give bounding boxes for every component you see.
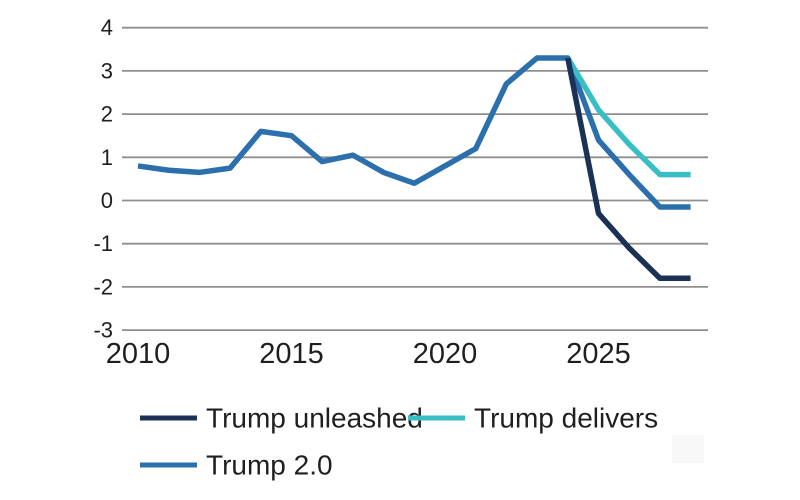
legend-label-trump-2-0: Trump 2.0: [206, 450, 333, 481]
y-tick-label: -3: [93, 318, 113, 343]
y-axis-labels: 4 3 2 1 0 -1 -2 -3: [93, 15, 113, 342]
x-tick-label: 2020: [413, 338, 478, 370]
y-tick-label: 0: [101, 188, 113, 213]
x-tick-label: 2025: [566, 338, 631, 370]
y-tick-label: -1: [93, 231, 113, 256]
gridlines: [122, 26, 708, 332]
y-tick-label: -2: [93, 274, 113, 299]
legend-label-trump-delivers: Trump delivers: [474, 403, 658, 434]
legend-label-trump-unleashed: Trump unleashed: [206, 403, 423, 434]
y-tick-label: 2: [101, 102, 113, 127]
y-tick-label: 1: [101, 145, 113, 170]
y-tick-label: 4: [101, 15, 113, 40]
legend: Trump unleashed Trump delivers Trump 2.0: [140, 403, 658, 481]
x-tick-label: 2010: [106, 338, 171, 370]
y-tick-label: 3: [101, 58, 113, 83]
x-tick-label: 2015: [259, 338, 324, 370]
x-axis-labels: 2010 2015 2020 2025: [106, 338, 631, 370]
series-lines: [137, 55, 691, 282]
series-line-trump-unleashed: [565, 57, 691, 282]
series-line-trump-delivers: [565, 56, 691, 178]
watermark-remnant: [672, 435, 704, 463]
series-line-trump-2-0: [137, 55, 691, 210]
